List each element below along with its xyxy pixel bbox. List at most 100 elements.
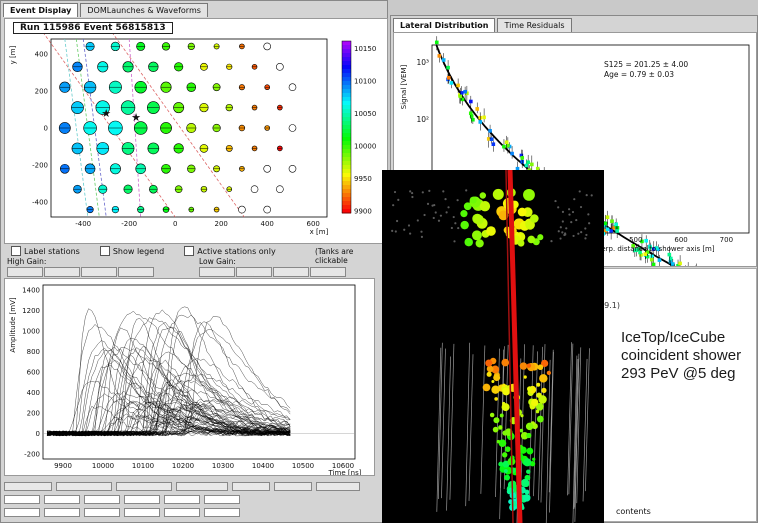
checkbox-icon[interactable] bbox=[11, 246, 21, 256]
control-field[interactable] bbox=[164, 507, 200, 517]
control-field[interactable] bbox=[44, 507, 80, 517]
dom-hit bbox=[502, 430, 508, 436]
show-legend-checkbox[interactable]: Show legend bbox=[99, 246, 164, 256]
control-field[interactable] bbox=[124, 507, 160, 517]
icetop-tank bbox=[393, 190, 397, 194]
y-tick-label: 600 bbox=[27, 369, 40, 377]
low-gain-tab[interactable] bbox=[310, 267, 346, 277]
data-point bbox=[458, 94, 463, 99]
control-field[interactable] bbox=[84, 507, 120, 517]
control-field[interactable] bbox=[124, 494, 160, 504]
control-line bbox=[4, 481, 384, 491]
control-field[interactable] bbox=[164, 494, 200, 504]
icetop-tank bbox=[568, 213, 571, 216]
colorbar-segment bbox=[342, 189, 351, 194]
icetop-tank bbox=[437, 219, 441, 222]
icetop-tank bbox=[442, 190, 445, 193]
data-point bbox=[468, 111, 473, 116]
icetop-tank bbox=[397, 198, 400, 202]
option-checkbox[interactable] bbox=[316, 481, 360, 491]
data-point bbox=[535, 166, 540, 171]
waveform-trace bbox=[46, 405, 291, 436]
shower-axis bbox=[507, 170, 523, 523]
waveform-panel: 9900 10000 10100 10200 10300 10400 10500 10600 1… bbox=[4, 278, 375, 476]
option-checkbox[interactable] bbox=[116, 481, 172, 491]
icetop-tank bbox=[391, 229, 394, 232]
active-stations-only-checkbox[interactable]: Active stations only bbox=[184, 246, 276, 256]
icetop-tank bbox=[561, 220, 564, 223]
checkbox-icon[interactable] bbox=[184, 246, 195, 256]
detector-string bbox=[572, 355, 578, 523]
x-tick-label: 10200 bbox=[172, 462, 194, 470]
dom-hit bbox=[532, 457, 536, 461]
data-point bbox=[637, 247, 641, 251]
waveform-plot[interactable]: 9900 10000 10100 10200 10300 10400 10500 106001… bbox=[5, 279, 374, 475]
option-checkbox[interactable] bbox=[56, 481, 112, 491]
active-stations-only-label: Active stations only bbox=[197, 246, 276, 256]
dom-hit bbox=[502, 452, 508, 458]
option-checkbox[interactable] bbox=[4, 481, 52, 491]
low-gain-tab[interactable] bbox=[273, 267, 309, 277]
icetop-tank bbox=[460, 220, 469, 230]
label-stations-checkbox[interactable]: Label stations bbox=[11, 246, 80, 256]
control-field[interactable] bbox=[204, 507, 240, 517]
dom-hit bbox=[491, 365, 500, 374]
data-point bbox=[524, 163, 529, 168]
icetop-tank bbox=[584, 227, 587, 230]
tank-map-plot[interactable]: ★ ★ -400 -200 0 200 400 600 400 200 0 -200 -400 x [m]… bbox=[5, 19, 387, 243]
dom-hit bbox=[525, 422, 534, 431]
icetop-tank bbox=[486, 226, 496, 236]
high-gain-tab[interactable] bbox=[7, 267, 43, 277]
option-checkbox[interactable] bbox=[274, 481, 312, 491]
dom-hit bbox=[482, 383, 491, 392]
icetop-tank bbox=[471, 230, 482, 241]
inactive-tank bbox=[263, 164, 272, 173]
data-point bbox=[515, 166, 520, 171]
tab-time-residuals[interactable]: Time Residuals bbox=[497, 18, 572, 32]
control-field[interactable] bbox=[4, 494, 40, 504]
option-checkbox[interactable] bbox=[176, 481, 228, 491]
high-gain-tab[interactable] bbox=[81, 267, 117, 277]
colorbar-tick-label: 10000 bbox=[354, 143, 376, 151]
control-field[interactable] bbox=[4, 507, 40, 517]
x-tick-label: 700 bbox=[720, 236, 733, 244]
tab-domlaunches-waveforms[interactable]: DOMLaunches & Waveforms bbox=[80, 3, 208, 17]
data-point bbox=[520, 156, 525, 160]
control-field[interactable] bbox=[84, 494, 120, 504]
icetop-tank bbox=[463, 202, 472, 211]
dom-hit bbox=[504, 446, 511, 453]
data-point bbox=[644, 238, 648, 243]
icetop-tank bbox=[517, 239, 525, 247]
contents-button[interactable]: contents bbox=[616, 507, 651, 516]
data-point bbox=[530, 162, 534, 167]
low-gain-tab[interactable] bbox=[199, 267, 235, 277]
data-point bbox=[656, 247, 661, 252]
bottom-controls bbox=[4, 479, 384, 522]
data-point bbox=[605, 227, 610, 232]
colorbar-segment bbox=[342, 209, 351, 214]
tab-lateral-distribution[interactable]: Lateral Distribution bbox=[393, 18, 496, 32]
control-field[interactable] bbox=[44, 494, 80, 504]
x-tick-label: 200 bbox=[215, 220, 228, 228]
y-tick-label: 1000 bbox=[22, 328, 40, 336]
inactive-tank bbox=[288, 83, 297, 92]
high-gain-tab[interactable] bbox=[118, 267, 154, 277]
dom-hit bbox=[506, 489, 512, 495]
tab-event-display[interactable]: Event Display bbox=[3, 3, 79, 17]
detector-string bbox=[540, 344, 546, 503]
high-gain-tab[interactable] bbox=[44, 267, 80, 277]
control-field[interactable] bbox=[204, 494, 240, 504]
checkbox-icon[interactable] bbox=[99, 246, 110, 256]
icetop-tank bbox=[407, 224, 411, 227]
colorbar-tick-label: 9950 bbox=[354, 175, 372, 183]
icetop-tank bbox=[554, 199, 557, 203]
icetop-tank bbox=[523, 188, 535, 201]
colorbar-segment bbox=[342, 133, 351, 138]
dom-hit bbox=[493, 417, 500, 424]
data-point bbox=[657, 258, 662, 262]
dom-hit bbox=[492, 426, 499, 433]
x-tick-label: 600 bbox=[674, 236, 687, 244]
low-gain-tab[interactable] bbox=[236, 267, 272, 277]
data-point bbox=[615, 229, 619, 233]
option-checkbox[interactable] bbox=[232, 481, 270, 491]
